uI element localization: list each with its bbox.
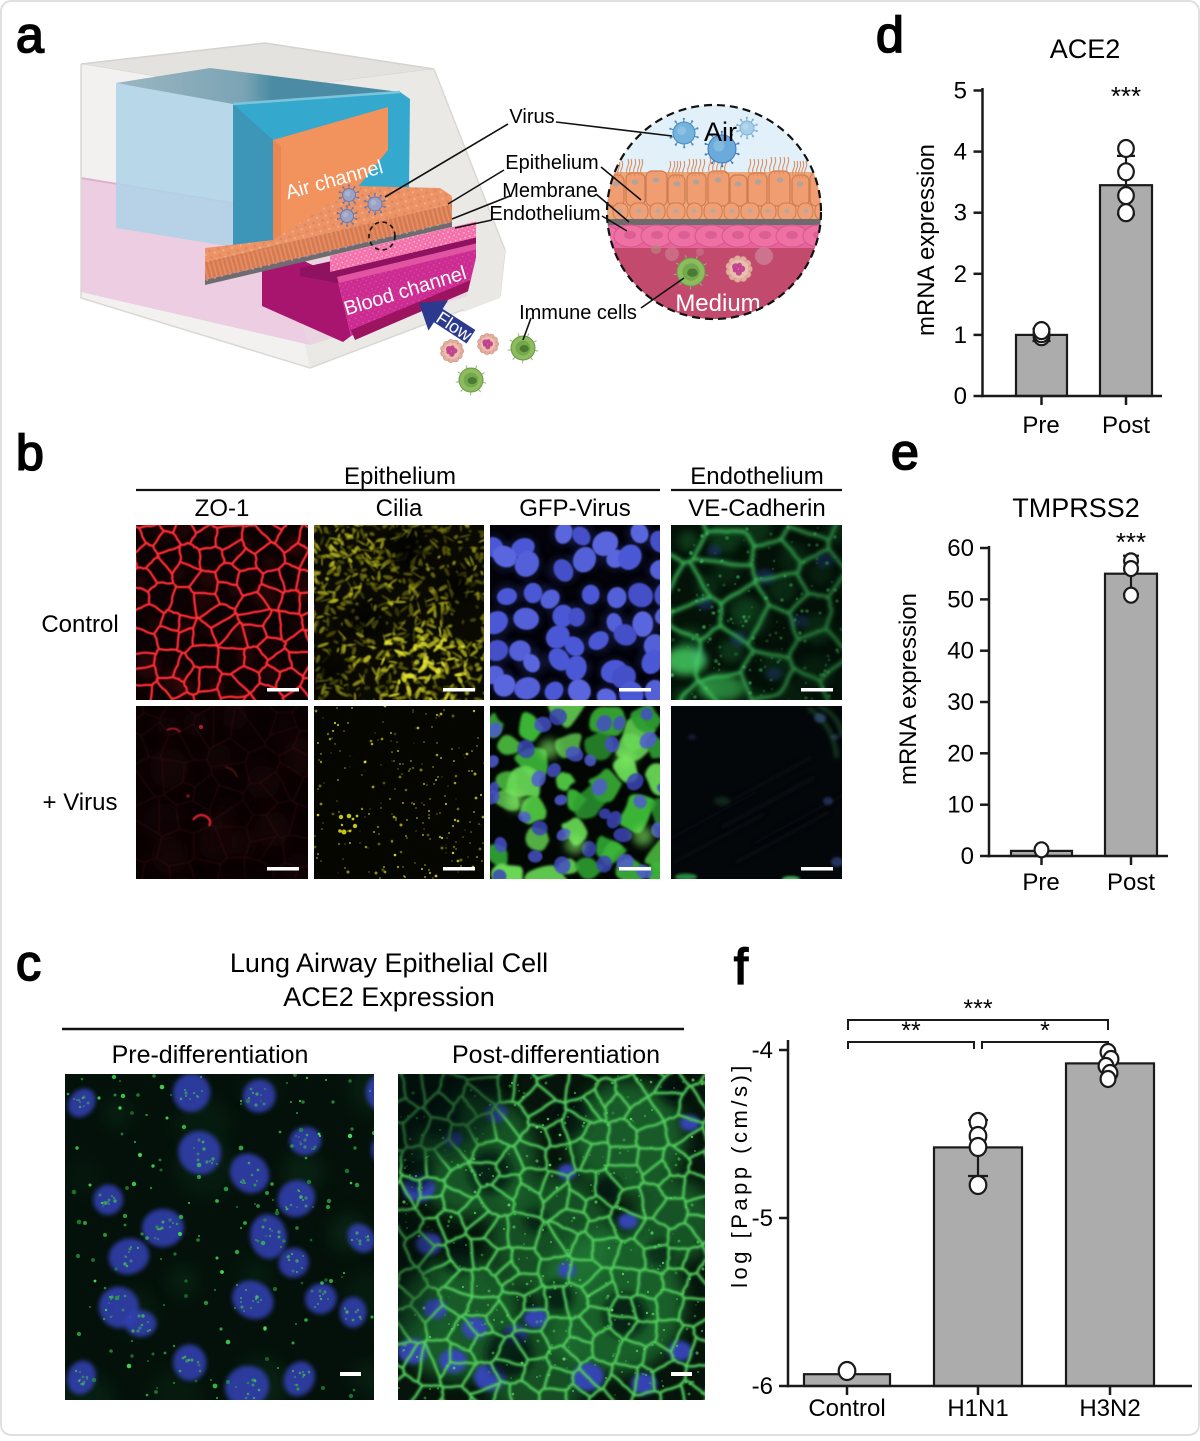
svg-text:Membrane: Membrane xyxy=(502,180,598,202)
svg-text:***: *** xyxy=(963,995,992,1023)
svg-text:mRNA expression: mRNA expression xyxy=(895,593,922,785)
svg-text:Cilia: Cilia xyxy=(376,495,423,522)
svg-text:4: 4 xyxy=(954,139,967,166)
svg-text:-5: -5 xyxy=(752,1205,773,1232)
svg-text:0: 0 xyxy=(954,383,967,410)
svg-text:40: 40 xyxy=(947,638,974,665)
svg-text:d: d xyxy=(876,7,904,63)
svg-text:Epithelium: Epithelium xyxy=(344,463,456,490)
svg-text:H3N2: H3N2 xyxy=(1079,1395,1140,1422)
svg-text:ACE2: ACE2 xyxy=(1050,34,1121,64)
svg-text:20: 20 xyxy=(947,740,974,767)
svg-text:Post-differentiation: Post-differentiation xyxy=(452,1041,660,1069)
svg-text:Virus: Virus xyxy=(509,106,554,128)
svg-text:f: f xyxy=(734,939,748,995)
svg-text:50: 50 xyxy=(947,586,974,613)
svg-text:+ Virus: + Virus xyxy=(43,789,118,816)
svg-text:ZO-1: ZO-1 xyxy=(195,495,250,522)
svg-text:Pre: Pre xyxy=(1022,869,1059,896)
svg-text:3: 3 xyxy=(954,200,967,227)
svg-text:Control: Control xyxy=(41,611,118,638)
svg-text:***: *** xyxy=(1116,527,1146,557)
svg-text:-6: -6 xyxy=(752,1373,773,1400)
svg-text:10: 10 xyxy=(947,792,974,819)
svg-text:ACE2 Expression: ACE2 Expression xyxy=(283,982,495,1012)
svg-text:1: 1 xyxy=(954,322,967,349)
svg-text:-4: -4 xyxy=(752,1037,773,1064)
svg-text:Air: Air xyxy=(704,117,737,147)
svg-text:a: a xyxy=(16,7,44,63)
svg-text:Post: Post xyxy=(1107,869,1155,896)
svg-text:Immune cells: Immune cells xyxy=(519,302,637,324)
svg-text:**: ** xyxy=(901,1017,921,1045)
svg-text:60: 60 xyxy=(947,535,974,562)
svg-text:Pre-differentiation: Pre-differentiation xyxy=(112,1041,309,1069)
svg-text:2: 2 xyxy=(954,261,967,288)
svg-text:***: *** xyxy=(1111,81,1141,111)
svg-text:Endothelium: Endothelium xyxy=(690,463,823,490)
svg-text:Pre: Pre xyxy=(1022,412,1059,439)
svg-text:e: e xyxy=(891,424,919,480)
svg-text:mRNA expression: mRNA expression xyxy=(913,144,940,336)
svg-text:30: 30 xyxy=(947,689,974,716)
svg-text:c: c xyxy=(16,935,41,991)
svg-text:0: 0 xyxy=(961,843,974,870)
svg-text:log [Papp (cm/s)]: log [Papp (cm/s)] xyxy=(727,1062,752,1288)
svg-text:VE-Cadherin: VE-Cadherin xyxy=(688,495,825,522)
svg-text:TMPRSS2: TMPRSS2 xyxy=(1012,493,1140,523)
svg-text:Lung Airway Epithelial Cell: Lung Airway Epithelial Cell xyxy=(230,948,548,978)
svg-text:GFP-Virus: GFP-Virus xyxy=(519,495,631,522)
svg-text:Control: Control xyxy=(808,1395,885,1422)
svg-text:Epithelium: Epithelium xyxy=(505,152,598,174)
svg-text:5: 5 xyxy=(954,78,967,105)
svg-text:b: b xyxy=(16,425,44,481)
svg-text:Post: Post xyxy=(1102,412,1150,439)
svg-text:*: * xyxy=(1040,1017,1050,1045)
svg-text:H1N1: H1N1 xyxy=(947,1395,1008,1422)
svg-text:Endothelium: Endothelium xyxy=(489,203,600,225)
